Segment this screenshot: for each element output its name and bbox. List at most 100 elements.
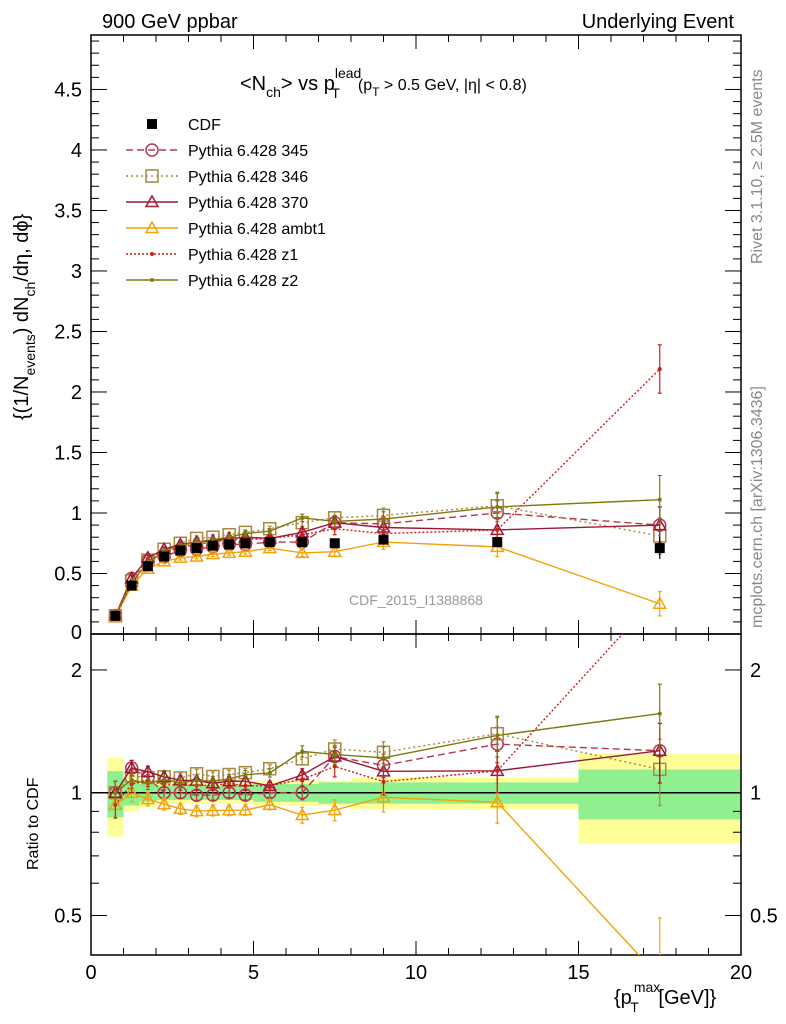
series-point-z1	[332, 764, 337, 769]
series-point-z2	[267, 770, 272, 775]
legend-label-p346: Pythia 6.428 346	[188, 169, 308, 186]
legend-label-z2: Pythia 6.428 z2	[188, 273, 298, 290]
series-point-ambt1	[238, 544, 253, 557]
cdf-data-point	[378, 534, 389, 545]
title-sup-lead: lead	[335, 65, 361, 81]
series-point-ambt1	[221, 802, 237, 816]
series-point-ambt1	[294, 807, 310, 821]
series-point-ambt1	[489, 794, 505, 808]
series-point-ambt1	[140, 791, 156, 805]
series-point-z2	[227, 776, 232, 781]
series-point-z2	[243, 772, 248, 777]
series-point-z2	[162, 777, 167, 782]
series-point-ambt1	[221, 545, 237, 559]
cdf-data-point	[175, 545, 186, 556]
legend-marker-z1	[150, 252, 154, 256]
main-y-tick-label: 2.5	[54, 321, 82, 343]
ratio-y-tick-label-right: 0.5	[750, 905, 778, 927]
x-tick-label: 20	[730, 962, 752, 984]
series-point-z2	[381, 755, 386, 760]
x-axis-label: {p max T [GeV]}	[614, 979, 717, 1015]
series-point-ambt1	[205, 546, 221, 560]
series-point-ambt1	[189, 803, 204, 817]
series-point-ambt1	[262, 540, 278, 554]
series-point-p370	[652, 517, 668, 531]
main-y-tick-label: 1	[71, 503, 82, 525]
mcplots-label: mcplots.cern.ch [arXiv:1306.3436]	[749, 386, 766, 628]
series-point-ambt1	[652, 596, 668, 609]
series-point-ambt1	[262, 797, 278, 811]
series-point-z2	[300, 515, 305, 520]
rivet-version-label: Rivet 3.1.10, ≥ 2.5M events	[749, 69, 766, 264]
series-point-z1	[657, 366, 662, 371]
series-point-z2	[381, 517, 386, 522]
series-point-ambt1	[294, 545, 310, 559]
series-point-p345	[295, 785, 309, 800]
legend-marker-cdf	[147, 119, 157, 129]
legend-label-ambt1: Pythia 6.428 ambt1	[188, 221, 326, 238]
series-point-ambt1	[124, 785, 139, 798]
series-point-z2	[113, 790, 118, 795]
series-z1	[113, 344, 662, 620]
series-point-z1	[381, 531, 386, 536]
cdf-data-point	[110, 610, 121, 621]
x-tick-label: 10	[405, 962, 427, 984]
series-point-z1	[300, 532, 305, 537]
cdf-data-point	[329, 538, 340, 549]
main-y-tick-label: 1.5	[54, 442, 82, 464]
legend-marker-p370	[144, 194, 160, 208]
cdf-data-point	[142, 561, 153, 572]
main-y-axis-label: {(1/Nevents) dNch/dη, dϕ}	[11, 213, 38, 420]
series-point-z2	[495, 733, 500, 738]
series-point-z1	[300, 777, 305, 782]
ratio-panel: 0 5 10 15 20 0.5 0.5 1 1 2 2	[54, 633, 778, 984]
cdf-data-point	[492, 537, 503, 548]
cdf-data-point	[240, 538, 251, 549]
series-point-z2	[657, 497, 662, 502]
main-y-tick-label: 2	[71, 382, 82, 404]
cdf-data-point	[126, 580, 137, 591]
series-point-z1	[495, 768, 500, 773]
series-point-p370	[652, 743, 668, 756]
series-z2	[113, 683, 662, 806]
cdf-data-point	[159, 551, 170, 562]
cdf-data-point	[654, 543, 665, 554]
legend-label-p345: Pythia 6.428 345	[188, 143, 308, 160]
series-point-z2	[194, 540, 199, 545]
main-panel: 0.5 1 1.5 2 2.5 3 3.5 4 4.5 0	[54, 34, 742, 648]
ratio-y-tick-label-right: 2	[750, 660, 761, 682]
ratio-y-tick-label-right: 1	[750, 783, 761, 805]
legend-marker-ambt1	[144, 220, 160, 234]
analysis-watermark: CDF_2015_I1388868	[349, 592, 483, 608]
legend-label-z1: Pythia 6.428 z1	[188, 247, 298, 264]
main-y-tick-label: 3	[71, 261, 82, 283]
cdf-data-point	[224, 539, 235, 550]
legend-marker-z2	[150, 278, 154, 282]
main-y-tick-label: 4	[71, 140, 82, 162]
series-point-z1	[243, 783, 248, 788]
ratio-y-tick-label: 2	[71, 660, 82, 682]
series-point-ambt1	[327, 544, 343, 557]
header-left: 900 GeV ppbar	[102, 11, 238, 33]
series-point-z2	[162, 548, 167, 553]
main-y-tick-label: 0.5	[54, 563, 82, 585]
series-point-z1	[381, 779, 386, 784]
series-point-z2	[129, 777, 134, 782]
cdf-data-point	[207, 540, 218, 551]
header-right: Underlying Event	[582, 11, 735, 33]
main-y-tick-label: 3.5	[54, 200, 82, 222]
series-point-ambt1	[156, 796, 172, 810]
series-point-ambt1	[173, 550, 188, 564]
series-point-z2	[332, 752, 337, 757]
x-tick-label: 15	[567, 962, 589, 984]
series-point-z2	[332, 519, 337, 524]
series-point-z2	[210, 537, 215, 542]
series-point-z2	[657, 711, 662, 716]
cdf-data-point	[264, 537, 275, 548]
x-tick-label: 5	[248, 962, 259, 984]
series-point-ambt1	[376, 789, 391, 803]
series-point-ambt1	[205, 803, 221, 816]
legend-label-p370: Pythia 6.428 370	[188, 195, 308, 212]
series-cdf	[110, 534, 665, 621]
